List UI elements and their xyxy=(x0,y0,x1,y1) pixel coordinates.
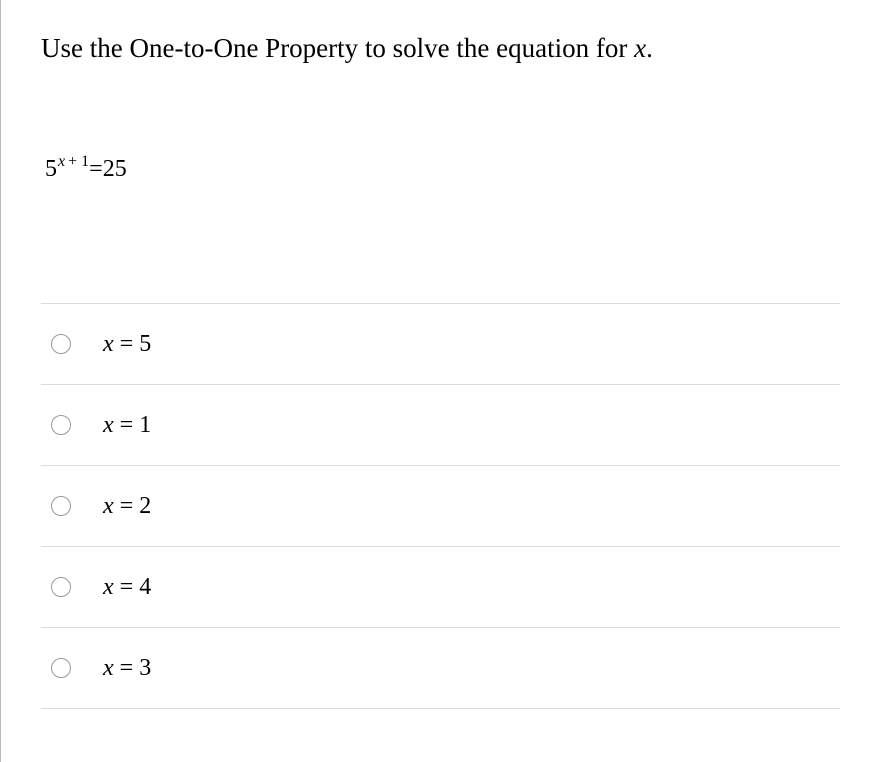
option-row[interactable]: x = 4 xyxy=(41,546,840,627)
option-label: x = 5 xyxy=(103,331,151,358)
question-suffix: . xyxy=(646,33,653,63)
equation-exponent-plus: + 1 xyxy=(64,153,89,170)
radio-icon[interactable] xyxy=(51,415,71,435)
option-var: x xyxy=(103,493,114,519)
radio-icon[interactable] xyxy=(51,658,71,678)
option-eq: = xyxy=(114,493,140,519)
option-eq: = xyxy=(114,331,140,357)
option-var: x xyxy=(103,412,114,438)
question-prefix: Use the One-to-One Property to solve the… xyxy=(41,33,634,63)
equation-equals: = xyxy=(89,156,103,182)
option-val: 2 xyxy=(139,493,151,519)
option-val: 1 xyxy=(139,412,151,438)
option-eq: = xyxy=(114,574,140,600)
option-var: x xyxy=(103,331,114,357)
question-variable: x xyxy=(634,33,646,63)
option-var: x xyxy=(103,655,114,681)
option-val: 4 xyxy=(139,574,151,600)
option-val: 3 xyxy=(139,655,151,681)
option-label: x = 3 xyxy=(103,655,151,682)
question-page: Use the One-to-One Property to solve the… xyxy=(0,0,880,762)
option-eq: = xyxy=(114,655,140,681)
option-row[interactable]: x = 5 xyxy=(41,303,840,384)
option-row[interactable]: x = 1 xyxy=(41,384,840,465)
option-val: 5 xyxy=(139,331,151,357)
equation-rhs: 25 xyxy=(103,156,127,182)
option-eq: = xyxy=(114,412,140,438)
option-label: x = 4 xyxy=(103,574,151,601)
radio-icon[interactable] xyxy=(51,334,71,354)
option-var: x xyxy=(103,574,114,600)
equation: 5x + 1=25 xyxy=(41,156,840,183)
radio-icon[interactable] xyxy=(51,496,71,516)
option-row[interactable]: x = 2 xyxy=(41,465,840,546)
radio-icon[interactable] xyxy=(51,577,71,597)
equation-base: 5 xyxy=(45,156,57,182)
option-label: x = 1 xyxy=(103,412,151,439)
option-row[interactable]: x = 3 xyxy=(41,627,840,709)
option-label: x = 2 xyxy=(103,493,151,520)
question-text: Use the One-to-One Property to solve the… xyxy=(41,30,840,66)
options-list: x = 5 x = 1 x = 2 x = 4 x = 3 xyxy=(41,303,840,709)
